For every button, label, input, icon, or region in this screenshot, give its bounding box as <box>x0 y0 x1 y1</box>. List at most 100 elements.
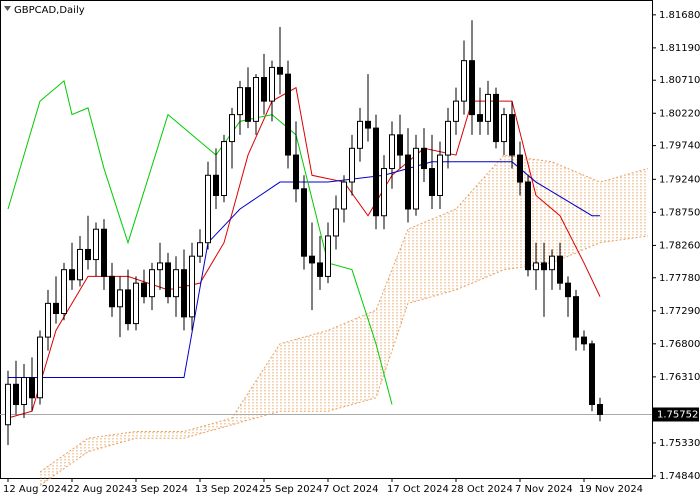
candle-body <box>149 269 155 298</box>
candle-body <box>77 248 83 281</box>
candle-body <box>381 168 387 217</box>
candle-body <box>541 262 547 271</box>
candle-body <box>253 77 259 122</box>
candle-body <box>405 154 411 210</box>
cloud-fill <box>40 155 648 486</box>
candle-body <box>101 228 107 277</box>
candle-body <box>525 181 531 271</box>
candle-body <box>501 114 507 143</box>
candle-body <box>533 262 539 271</box>
candle-body <box>189 255 195 318</box>
y-tick-label: 1.81190 <box>659 43 700 54</box>
candle-body <box>469 60 475 116</box>
candle-body <box>205 174 211 244</box>
x-tick-label: 28 Oct 2024 <box>451 484 513 495</box>
x-tick-label: 7 Oct 2024 <box>323 484 378 495</box>
x-tick-label: 17 Oct 2024 <box>387 484 449 495</box>
candle-body <box>549 255 555 271</box>
candle-body <box>69 269 75 281</box>
x-tick-label: 19 Nov 2024 <box>579 484 643 495</box>
candle-body <box>453 100 459 122</box>
candle-body <box>277 66 283 75</box>
candle-body <box>285 73 291 156</box>
candle-body <box>333 208 339 237</box>
candle-body <box>93 228 99 261</box>
candle-body <box>29 377 35 399</box>
chart-title: GBPCAD,Daily <box>14 5 85 16</box>
candle-body <box>293 154 299 190</box>
candle-body <box>437 154 443 197</box>
candle-body <box>173 269 179 298</box>
last-price-box <box>653 407 699 422</box>
candle-body <box>557 255 563 284</box>
candle-body <box>581 336 587 345</box>
candle-body <box>397 134 403 156</box>
candle-body <box>245 87 251 122</box>
candle-body <box>357 120 363 149</box>
indicator-line <box>7 79 393 405</box>
candle-body <box>261 77 267 102</box>
candle-body <box>413 147 419 210</box>
candle-body <box>589 343 595 406</box>
y-tick-label: 1.79240 <box>659 174 700 185</box>
candle-body <box>373 127 379 217</box>
candle-body <box>573 296 579 338</box>
y-tick-label: 1.80710 <box>659 75 700 86</box>
x-tick-label: 7 Nov 2024 <box>515 484 573 495</box>
x-tick-label: 25 Sep 2024 <box>259 484 322 495</box>
candle-body <box>461 60 467 102</box>
candle-body <box>517 154 523 183</box>
candle-body <box>125 289 131 325</box>
candle-body <box>213 174 219 197</box>
y-tick-label: 1.76800 <box>659 339 700 350</box>
candle-body <box>37 336 43 399</box>
last-price-label: 1.75752 <box>657 409 698 420</box>
x-tick-label: 13 Sep 2024 <box>195 484 258 495</box>
candle-body <box>429 168 435 197</box>
y-tick-label: 1.74840 <box>659 471 700 482</box>
indicator-line <box>8 161 600 379</box>
candle-body <box>301 188 307 257</box>
candle-body <box>317 262 323 277</box>
y-tick-label: 1.75330 <box>659 438 700 449</box>
candle-body <box>597 404 603 415</box>
candle-body <box>237 87 243 116</box>
candle-body <box>109 275 115 308</box>
candle-body <box>389 134 395 170</box>
y-tick-label: 1.78260 <box>659 240 700 251</box>
candle-body <box>229 114 235 143</box>
candle-body <box>509 114 515 156</box>
x-tick-label: 3 Sep 2024 <box>131 484 188 495</box>
candle-body <box>269 66 275 102</box>
candle-body <box>221 141 227 197</box>
candle-body <box>493 93 499 143</box>
candle-body <box>445 120 451 156</box>
candle-body <box>421 147 427 170</box>
candle-body <box>349 147 355 183</box>
candle-body <box>141 282 147 298</box>
candle-body <box>13 383 19 406</box>
symbol-icon <box>4 6 11 11</box>
candle-body <box>21 377 27 406</box>
candle-body <box>133 282 139 325</box>
y-tick-label: 1.76310 <box>659 372 700 383</box>
candle-body <box>325 235 331 277</box>
y-tick-label: 1.77290 <box>659 306 700 317</box>
candle-body <box>53 302 59 314</box>
y-tick-label: 1.80220 <box>659 108 700 119</box>
candle-body <box>565 282 571 298</box>
candle-body <box>157 262 163 271</box>
candle-body <box>197 242 203 257</box>
y-tick-label: 1.81680 <box>659 10 700 21</box>
candle-body <box>61 269 67 314</box>
candle-body <box>165 262 171 298</box>
candle-body <box>365 120 371 129</box>
x-tick-label: 22 Aug 2024 <box>67 484 131 495</box>
cloud-edge <box>39 154 649 473</box>
candle-body <box>85 248 91 261</box>
y-tick-label: 1.78750 <box>659 207 700 218</box>
candle-body <box>117 289 123 308</box>
x-tick-label: 12 Aug 2024 <box>3 484 67 495</box>
candle-body <box>477 114 483 122</box>
